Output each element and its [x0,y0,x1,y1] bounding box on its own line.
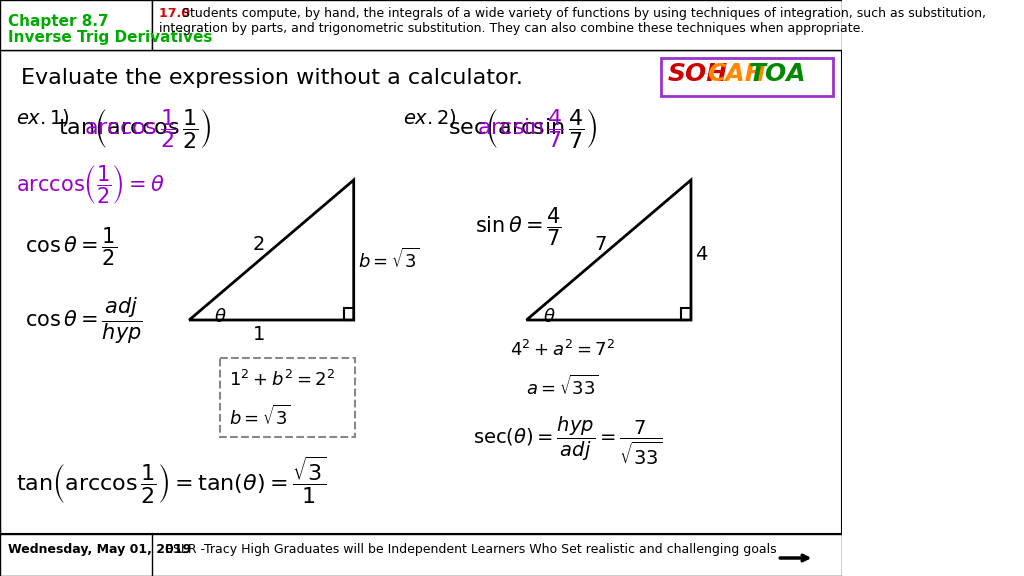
Text: $ex.2)$: $ex.2)$ [403,107,457,128]
Text: $\theta$: $\theta$ [214,308,226,326]
FancyBboxPatch shape [220,358,355,437]
Text: $\cos\theta = \dfrac{1}{2}$: $\cos\theta = \dfrac{1}{2}$ [25,225,117,267]
Bar [0,50,843,534]
Text: $\arccos\dfrac{1}{2}$: $\arccos\dfrac{1}{2}$ [84,107,176,150]
Text: 1: 1 [253,325,265,344]
Bar [153,0,843,50]
Text: integration by parts, and trigonometric substitution. They can also combine thes: integration by parts, and trigonometric … [159,22,864,35]
Text: TOA: TOA [749,62,806,86]
Text: 17.0: 17.0 [159,7,195,20]
Text: ESLR -Tracy High Graduates will be Independent Learners Who Set realistic and ch: ESLR -Tracy High Graduates will be Indep… [165,544,776,556]
Bar [0,534,843,576]
Text: $\arcsin\dfrac{4}{7}$: $\arcsin\dfrac{4}{7}$ [477,107,564,150]
Text: $\sec(\theta) = \dfrac{hyp}{adj} = \dfrac{7}{\sqrt{33}}$: $\sec(\theta) = \dfrac{hyp}{adj} = \dfra… [473,415,663,467]
Text: $\tan\!\left(\arccos\dfrac{1}{2}\right)$: $\tan\!\left(\arccos\dfrac{1}{2}\right)$ [57,107,211,150]
Text: $a = \sqrt{33}$: $a = \sqrt{33}$ [526,375,599,399]
Text: $\theta$: $\theta$ [543,308,556,326]
Bar [660,58,834,96]
Text: 7: 7 [594,235,606,254]
Text: $ex.1)$: $ex.1)$ [16,107,71,128]
Text: SOH: SOH [668,62,728,86]
Text: $1^2 + b^2 = 2^2$: $1^2 + b^2 = 2^2$ [228,370,335,390]
Text: $\sec\!\left(\arcsin\dfrac{4}{7}\right)$: $\sec\!\left(\arcsin\dfrac{4}{7}\right)$ [449,107,597,150]
Text: 4: 4 [695,245,708,264]
Text: $\arccos\!\left(\dfrac{1}{2}\right) = \theta$: $\arccos\!\left(\dfrac{1}{2}\right) = \t… [16,163,165,206]
Bar [0,534,153,576]
Text: Inverse Trig Derivatives: Inverse Trig Derivatives [8,30,213,45]
Text: Evaluate the expression without a calculator.: Evaluate the expression without a calcul… [20,68,522,88]
Text: $b = \sqrt{3}$: $b = \sqrt{3}$ [228,405,291,429]
Text: $b = \sqrt{3}$: $b = \sqrt{3}$ [357,248,420,272]
Text: Chapter 8.7: Chapter 8.7 [8,14,109,29]
Text: $4^2 + a^2 = 7^2$: $4^2 + a^2 = 7^2$ [510,340,615,360]
Text: Students compute, by hand, the integrals of a wide variety of functions by using: Students compute, by hand, the integrals… [182,7,986,20]
Text: $\sin\theta = \dfrac{4}{7}$: $\sin\theta = \dfrac{4}{7}$ [475,205,562,248]
Text: 2: 2 [253,235,265,254]
Text: CAH: CAH [708,62,766,86]
Text: $\tan\!\left(\arccos\dfrac{1}{2}\right) = \tan(\theta) = \dfrac{\sqrt{3}}{1}$: $\tan\!\left(\arccos\dfrac{1}{2}\right) … [16,455,328,506]
Text: Wednesday, May 01, 2019: Wednesday, May 01, 2019 [8,544,191,556]
Bar [681,308,691,320]
Bar [344,308,353,320]
Text: $\cos\theta = \dfrac{adj}{hyp}$: $\cos\theta = \dfrac{adj}{hyp}$ [25,295,142,346]
Bar [0,0,153,50]
